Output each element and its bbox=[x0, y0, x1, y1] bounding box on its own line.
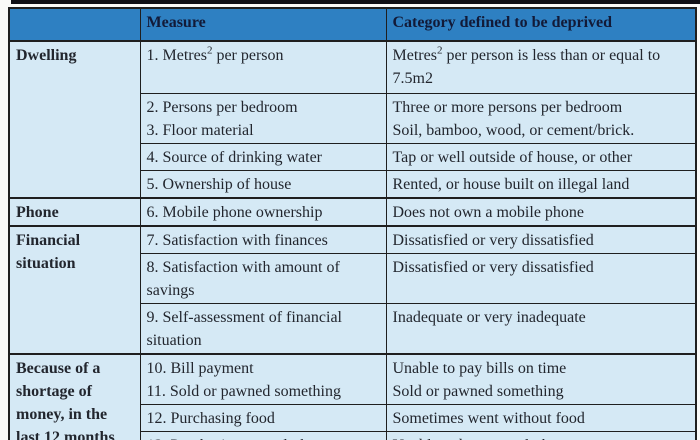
measure-line: 9. Self-assessment of financial bbox=[146, 308, 343, 326]
measure-line: 11. Sold or pawned something bbox=[146, 382, 342, 400]
category-cell-9: Inadequate or very inadequate bbox=[385, 302, 697, 354]
category-line: Sold or pawned something bbox=[392, 382, 564, 400]
category-line: Unable to pay bills on time bbox=[392, 359, 567, 377]
category-cell-8: Dissatisfied or very dissatisfied bbox=[385, 252, 697, 304]
category-cell-1: Metres2 per person is less than or equal… bbox=[385, 40, 697, 94]
table-row: Dwelling 1. Metres2 per person Metres2 p… bbox=[8, 40, 697, 198]
measure-cell-5: 5. Ownership of house bbox=[139, 169, 387, 198]
column-header-category: Category defined to be deprived bbox=[385, 7, 697, 42]
category-line: Soil, bamboo, wood, or cement/brick. bbox=[392, 121, 635, 139]
superscript-2: 2 bbox=[436, 44, 443, 57]
measure-line: 2. Persons per bedroom bbox=[146, 98, 298, 116]
category-text: Metres bbox=[392, 47, 437, 64]
table-row: 2. Persons per bedroom 3. Floor material… bbox=[9, 92, 697, 144]
measure-line: savings bbox=[146, 281, 195, 299]
table-row: Because of a shortage of money, in the l… bbox=[8, 352, 697, 440]
measure-cell-13: 13. Purchasing new clothes bbox=[139, 430, 387, 440]
table-row: 9. Self-assessment of financial situatio… bbox=[9, 302, 697, 354]
measure-line: situation bbox=[146, 331, 202, 349]
superscript-2: 2 bbox=[206, 44, 213, 57]
measure-line: 10. Bill payment bbox=[146, 359, 254, 377]
group-cell-financial: Financial situation bbox=[8, 224, 141, 354]
column-header-group bbox=[8, 7, 141, 42]
column-header-measure: Measure bbox=[139, 7, 387, 42]
category-cell-10-11: Unable to pay bills on time Sold or pawn… bbox=[385, 352, 697, 405]
measure-line: 3. Floor material bbox=[146, 121, 254, 139]
category-line: 7.5m2 bbox=[392, 70, 433, 87]
top-crop-strip bbox=[11, 0, 700, 4]
measure-line: 8. Satisfaction with amount of bbox=[146, 258, 340, 276]
measure-cell-7: 7. Satisfaction with finances bbox=[139, 224, 387, 254]
category-cell-6: Does not own a mobile phone bbox=[385, 196, 697, 226]
category-cell-5: Rented, or house built on illegal land bbox=[385, 169, 697, 198]
measure-cell-4: 4. Source of drinking water bbox=[139, 142, 387, 171]
deprivation-measures-table: Measure Category defined to be deprived … bbox=[8, 7, 697, 440]
measure-text: per person bbox=[212, 47, 284, 64]
category-cell-13: Unable to buy new clothes bbox=[385, 430, 697, 440]
measure-cell-10-11: 10. Bill payment 11. Sold or pawned some… bbox=[139, 352, 387, 405]
table-row: 5. Ownership of house Rented, or house b… bbox=[9, 169, 697, 198]
measure-cell-1: 1. Metres2 per person bbox=[139, 40, 387, 94]
table-row: 8. Satisfaction with amount of savings D… bbox=[9, 252, 697, 304]
category-cell-12: Sometimes went without food bbox=[385, 403, 697, 432]
measure-text: 1. Metres bbox=[146, 47, 207, 64]
group-cell-shortage: Because of a shortage of money, in the l… bbox=[8, 352, 141, 440]
category-cell-2-3: Three or more persons per bedroom Soil, … bbox=[385, 92, 697, 144]
category-text: per person is less than or equal to bbox=[442, 47, 661, 64]
measure-cell-9: 9. Self-assessment of financial situatio… bbox=[139, 302, 387, 354]
category-cell-7: Dissatisfied or very dissatisfied bbox=[385, 224, 697, 254]
header-row: Measure Category defined to be deprived bbox=[8, 7, 697, 42]
table-row: Phone 6. Mobile phone ownership Does not… bbox=[8, 196, 697, 226]
measure-cell-12: 12. Purchasing food bbox=[139, 403, 387, 432]
measure-cell-2-3: 2. Persons per bedroom 3. Floor material bbox=[139, 92, 387, 144]
measure-cell-6: 6. Mobile phone ownership bbox=[139, 196, 387, 226]
table-row: 12. Purchasing food Sometimes went witho… bbox=[9, 403, 697, 432]
table-row: 4. Source of drinking water Tap or well … bbox=[9, 142, 697, 171]
category-line: Three or more persons per bedroom bbox=[392, 98, 623, 116]
measure-cell-8: 8. Satisfaction with amount of savings bbox=[139, 252, 387, 304]
group-cell-phone: Phone bbox=[8, 196, 141, 226]
category-line: Metres2 per person is less than or equal… bbox=[393, 44, 691, 67]
category-cell-4: Tap or well outside of house, or other bbox=[385, 142, 697, 171]
table-row: Financial situation 7. Satisfaction with… bbox=[8, 224, 697, 354]
table-row: 13. Purchasing new clothes Unable to buy… bbox=[9, 430, 697, 440]
group-cell-dwelling: Dwelling bbox=[8, 40, 141, 198]
